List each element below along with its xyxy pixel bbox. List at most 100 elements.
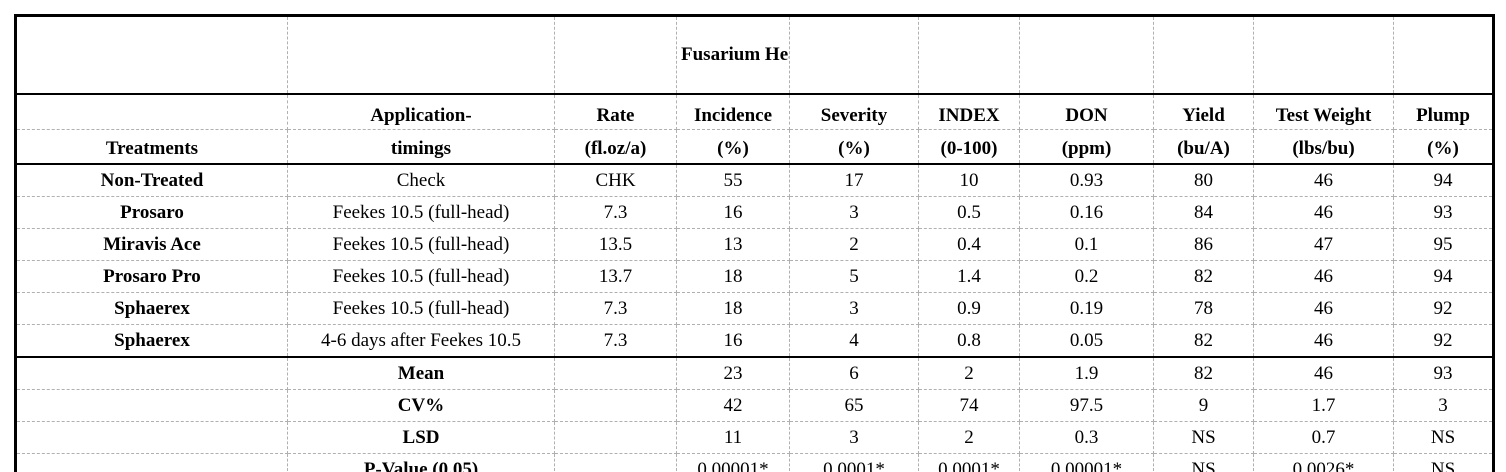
empty-cell [1153, 15, 1254, 95]
cell-timing: Feekes 10.5 (full-head) [287, 196, 555, 229]
cell-don: 0.19 [1019, 292, 1154, 325]
cell-incidence: 11 [676, 421, 790, 454]
col-header-incidence-line2: (%) [676, 129, 790, 165]
cell-timing: Feekes 10.5 (full-head) [287, 228, 555, 261]
cell-timing: Check [287, 164, 555, 197]
summary-row-mean: Mean 23 6 2 1.9 82 46 93 [15, 357, 1494, 390]
col-header-index-line2: (0-100) [918, 129, 1020, 165]
cell-incidence: 42 [676, 389, 790, 422]
cell-yield: 86 [1153, 228, 1254, 261]
cell-incidence: 18 [676, 292, 790, 325]
summary-label: P-Value (0.05) [287, 453, 555, 472]
col-header-treatments-line1 [15, 94, 288, 130]
cell-plump: NS [1393, 453, 1494, 472]
cell-yield: NS [1153, 421, 1254, 454]
cell-severity: 2 [789, 228, 919, 261]
treatment-row-prosaro: Prosaro Feekes 10.5 (full-head) 7.3 16 3… [15, 196, 1494, 229]
treatment-row-sphaerex-1: Sphaerex Feekes 10.5 (full-head) 7.3 18 … [15, 292, 1494, 325]
cell-test-weight: 47 [1253, 228, 1394, 261]
cell-don: 97.5 [1019, 389, 1154, 422]
group-header-row: Fusarium Head Blight [15, 15, 1494, 95]
empty-cell [789, 15, 919, 95]
empty-cell [554, 421, 677, 454]
cell-severity: 5 [789, 260, 919, 293]
column-header-row-1: Application- Rate Incidence Severity IND… [15, 94, 1494, 130]
cell-test-weight: 1.7 [1253, 389, 1394, 422]
cell-index: 2 [918, 357, 1020, 390]
cell-incidence: 16 [676, 196, 790, 229]
cell-incidence: 18 [676, 260, 790, 293]
empty-cell [554, 389, 677, 422]
cell-index: 0.0001* [918, 453, 1020, 472]
summary-label: LSD [287, 421, 555, 454]
col-header-severity-line1: Severity [789, 94, 919, 130]
cell-severity: 3 [789, 196, 919, 229]
cell-rate: 7.3 [554, 324, 677, 358]
cell-index: 10 [918, 164, 1020, 197]
empty-cell [554, 453, 677, 472]
cell-treatment: Sphaerex [15, 292, 288, 325]
col-header-don-line1: DON [1019, 94, 1154, 130]
cell-yield: 82 [1153, 324, 1254, 358]
summary-row-p-value: P-Value (0.05) 0.00001* 0.0001* 0.0001* … [15, 453, 1494, 472]
cell-severity: 0.0001* [789, 453, 919, 472]
empty-cell [1393, 15, 1494, 95]
col-header-incidence-line1: Incidence [676, 94, 790, 130]
cell-severity: 3 [789, 292, 919, 325]
empty-cell [15, 15, 288, 95]
treatment-row-prosaro-pro: Prosaro Pro Feekes 10.5 (full-head) 13.7… [15, 260, 1494, 293]
col-header-application-timings-line2: timings [287, 129, 555, 165]
summary-label: Mean [287, 357, 555, 390]
col-header-test-weight-line1: Test Weight [1253, 94, 1394, 130]
summary-row-lsd: LSD 11 3 2 0.3 NS 0.7 NS [15, 421, 1494, 454]
cell-plump: 95 [1393, 228, 1494, 261]
cell-plump: 93 [1393, 357, 1494, 390]
cell-index: 0.4 [918, 228, 1020, 261]
col-header-treatments-line2: Treatments [15, 129, 288, 165]
cell-yield: 80 [1153, 164, 1254, 197]
cell-index: 2 [918, 421, 1020, 454]
cell-incidence: 23 [676, 357, 790, 390]
cell-treatment: Prosaro [15, 196, 288, 229]
cell-severity: 17 [789, 164, 919, 197]
cell-don: 0.3 [1019, 421, 1154, 454]
cell-rate: 13.7 [554, 260, 677, 293]
col-header-don-line2: (ppm) [1019, 129, 1154, 165]
cell-timing: 4-6 days after Feekes 10.5 [287, 324, 555, 358]
cell-test-weight: 46 [1253, 260, 1394, 293]
cell-yield: 82 [1153, 260, 1254, 293]
cell-don: 0.2 [1019, 260, 1154, 293]
col-header-index-line1: INDEX [918, 94, 1020, 130]
cell-treatment: Non-Treated [15, 164, 288, 197]
cell-test-weight: 46 [1253, 196, 1394, 229]
cell-don: 0.1 [1019, 228, 1154, 261]
cell-plump: 3 [1393, 389, 1494, 422]
col-header-severity-line2: (%) [789, 129, 919, 165]
cell-incidence: 55 [676, 164, 790, 197]
empty-cell [554, 357, 677, 390]
cell-incidence: 13 [676, 228, 790, 261]
cell-test-weight: 0.0026* [1253, 453, 1394, 472]
cell-severity: 4 [789, 324, 919, 358]
col-header-yield-line2: (bu/A) [1153, 129, 1254, 165]
column-header-row-2: Treatments timings (fl.oz/a) (%) (%) (0-… [15, 129, 1494, 165]
cell-don: 0.05 [1019, 324, 1154, 358]
empty-cell [15, 389, 288, 422]
empty-cell [15, 357, 288, 390]
cell-index: 0.9 [918, 292, 1020, 325]
col-header-yield-line1: Yield [1153, 94, 1254, 130]
empty-cell [554, 15, 677, 95]
fungicide-trial-results-table: Fusarium Head Blight Application- Rate I… [14, 14, 1495, 472]
cell-rate: 7.3 [554, 292, 677, 325]
col-header-plump-line1: Plump [1393, 94, 1494, 130]
treatment-row-miravis-ace: Miravis Ace Feekes 10.5 (full-head) 13.5… [15, 228, 1494, 261]
col-header-rate-line2: (fl.oz/a) [554, 129, 677, 165]
cell-timing: Feekes 10.5 (full-head) [287, 292, 555, 325]
treatment-row-sphaerex-2: Sphaerex 4-6 days after Feekes 10.5 7.3 … [15, 324, 1494, 358]
cell-yield: 82 [1153, 357, 1254, 390]
col-header-plump-line2: (%) [1393, 129, 1494, 165]
summary-row-cv: CV% 42 65 74 97.5 9 1.7 3 [15, 389, 1494, 422]
col-header-application-timings-line1: Application- [287, 94, 555, 130]
cell-plump: 92 [1393, 324, 1494, 358]
